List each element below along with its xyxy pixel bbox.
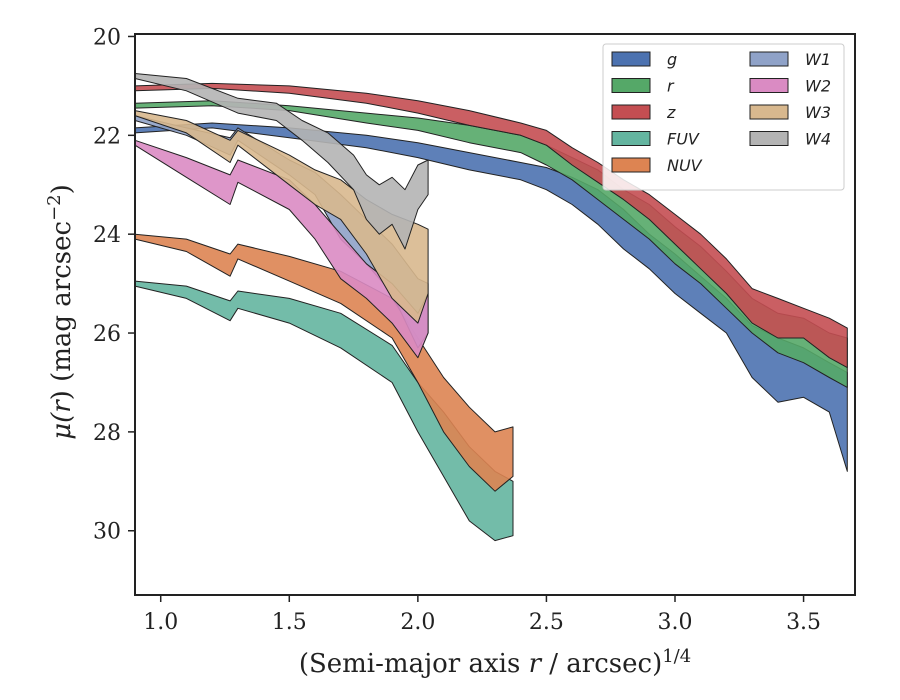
legend-label-g: g bbox=[667, 50, 677, 69]
x-tick-label: 3.0 bbox=[658, 610, 693, 635]
legend-swatch-fuv bbox=[611, 131, 651, 146]
legend-label-nuv: NUV bbox=[667, 156, 703, 175]
y-tick-label: 30 bbox=[93, 520, 121, 545]
legend-swatch-w1 bbox=[749, 51, 789, 67]
legend-swatch-g bbox=[611, 51, 651, 67]
plot-frame bbox=[134, 33, 856, 596]
series-band-w4 bbox=[134, 73, 429, 250]
y-axis: 20 22 24 26 28 30 bbox=[93, 25, 135, 545]
x-tick-label: 2.5 bbox=[529, 610, 564, 635]
series-band-g bbox=[134, 122, 848, 472]
legend-swatch-w4 bbox=[749, 131, 789, 146]
series-layer bbox=[134, 73, 848, 542]
x-tick-label: 1.5 bbox=[272, 610, 307, 635]
series-band-z bbox=[134, 82, 848, 369]
y-tick-label: 28 bbox=[93, 421, 121, 446]
legend-label-r: r bbox=[667, 77, 675, 96]
y-tick-label: 24 bbox=[93, 223, 121, 248]
y-tick-label: 22 bbox=[93, 124, 121, 149]
x-tick-label: 1.0 bbox=[143, 610, 178, 635]
x-axis-label: (Semi-major axis r / arcsec)1/4 bbox=[299, 646, 691, 679]
y-tick-label: 20 bbox=[93, 25, 121, 50]
series-band-nuv bbox=[134, 233, 514, 492]
legend: grz FUV NUV W1 W2 W3 W4 bbox=[602, 43, 845, 191]
series-band-w2 bbox=[134, 139, 429, 359]
y-tick-label: 26 bbox=[93, 322, 121, 347]
legend-swatch-nuv bbox=[611, 157, 651, 173]
x-tick-label: 2.0 bbox=[400, 610, 435, 635]
legend-label-w1: W1 bbox=[805, 50, 831, 69]
legend-label-w2: W2 bbox=[805, 77, 831, 96]
legend-swatch-w2 bbox=[749, 78, 789, 93]
legend-label-w4: W4 bbox=[805, 130, 831, 149]
y-axis-label: μ(r) (mag arcsec−2) bbox=[44, 184, 77, 440]
legend-swatch-z bbox=[611, 104, 651, 120]
x-tick-label: 3.5 bbox=[786, 610, 821, 635]
legend-label-fuv: FUV bbox=[667, 130, 700, 149]
legend-swatch-r bbox=[611, 78, 651, 93]
legend-label-w3: W3 bbox=[805, 103, 831, 122]
x-axis: 1.0 1.5 2.0 2.5 3.0 3.5 bbox=[143, 595, 821, 635]
legend-label-z: z bbox=[666, 103, 676, 122]
legend-swatch-w3 bbox=[749, 104, 789, 120]
